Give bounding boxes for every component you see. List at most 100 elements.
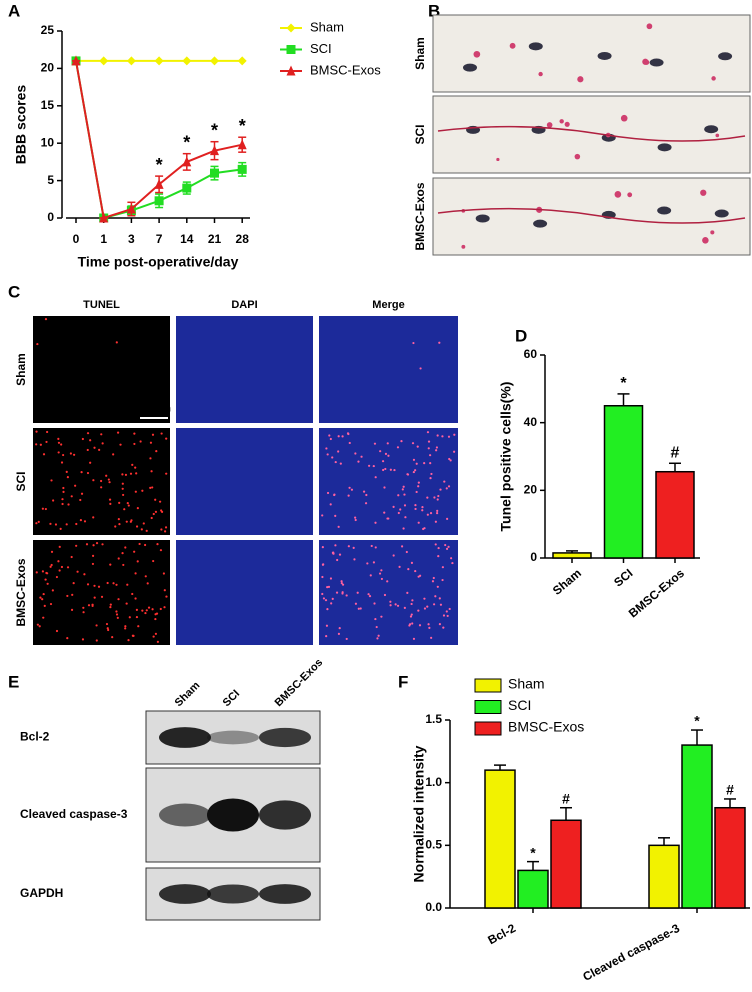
tunel-dot	[423, 607, 427, 610]
tunel-dot	[380, 569, 383, 572]
tunel-dot	[380, 615, 383, 618]
y-tick-label: 5	[47, 173, 54, 187]
tunel-dot	[61, 498, 64, 501]
tunel-dot	[162, 572, 166, 575]
micrograph	[33, 316, 170, 423]
tunel-dot	[449, 459, 452, 462]
tunel-dot	[122, 493, 125, 497]
marker	[154, 196, 164, 206]
tunel-dot	[83, 573, 86, 576]
tunel-dot	[134, 572, 137, 575]
blot-band	[159, 803, 211, 827]
tunel-dot	[91, 554, 95, 557]
blot-band	[207, 730, 259, 745]
tunel-dot	[374, 521, 377, 524]
tunel-dot	[42, 592, 45, 596]
marker	[99, 56, 109, 66]
tunel-dot	[374, 546, 377, 549]
tunel-dot	[437, 494, 440, 498]
significance: #	[726, 782, 734, 798]
tunel-dot	[415, 490, 418, 494]
tunel-dot	[394, 603, 397, 606]
tunel-dot	[108, 498, 112, 501]
tunel-dot	[419, 574, 422, 577]
tunel-dot	[325, 624, 329, 627]
tunel-dot	[426, 513, 429, 516]
tunel-dot	[89, 461, 92, 464]
tunel-dot	[408, 623, 412, 626]
tunel-dot	[341, 435, 344, 438]
tunel-dot	[83, 520, 87, 523]
tunel-dot	[45, 571, 48, 575]
tunel-dot	[159, 607, 162, 611]
y-tick-label: 20	[41, 61, 55, 75]
tunel-dot	[137, 625, 140, 628]
tunel-dot	[447, 485, 451, 488]
marker	[286, 23, 296, 33]
marker	[286, 65, 296, 76]
tunel-dot	[410, 602, 413, 606]
tunel-dot	[386, 442, 389, 445]
significance: *	[694, 713, 700, 729]
tunel-dot	[51, 589, 54, 592]
tunel-dot	[389, 468, 392, 471]
tunel-dot	[131, 634, 134, 637]
tunel-dot	[92, 516, 95, 519]
legend-label: SCI	[508, 697, 531, 713]
panel-label: A	[8, 1, 20, 20]
tunel-dot	[414, 569, 417, 573]
tunel-dot	[86, 432, 90, 435]
tunel-dot	[383, 593, 387, 597]
tunel-dot	[45, 440, 48, 444]
bar	[714, 806, 746, 909]
marker	[182, 183, 192, 193]
legend-label: BMSC-Exos	[310, 62, 381, 77]
tunel-dot	[357, 460, 360, 463]
significance: *	[156, 155, 163, 175]
tunel-dot	[58, 569, 61, 572]
blot-band	[207, 884, 259, 904]
ink-spot	[574, 153, 581, 160]
tunel-dot	[55, 575, 59, 579]
legend-swatch	[474, 700, 502, 714]
tunel-dot	[426, 431, 430, 434]
blot-band	[207, 798, 259, 832]
tunel-dot	[141, 609, 144, 612]
x-tick-label: Cleaved caspase-3	[580, 921, 682, 984]
tunel-dot	[405, 550, 408, 554]
tunel-dot	[124, 625, 127, 628]
tunel-dot	[406, 591, 409, 594]
tunel-dot	[334, 514, 337, 517]
tunel-dot	[126, 502, 129, 505]
marker	[182, 56, 192, 66]
tunel-dot	[330, 602, 333, 605]
tunel-dot	[105, 622, 109, 626]
tunel-dot	[432, 576, 435, 580]
tunel-dot	[417, 481, 420, 484]
tunel-dot	[119, 443, 122, 446]
tunel-dot	[337, 525, 340, 528]
tunel-dot	[373, 602, 376, 605]
tunel-dot	[121, 552, 124, 555]
tunel-dot	[112, 582, 115, 585]
tunel-dot	[442, 614, 446, 617]
bar	[681, 744, 713, 909]
tunel-dot	[150, 470, 153, 473]
tunel-dot	[50, 563, 53, 567]
tunel-dot	[35, 571, 38, 574]
lane-label: BMSC-Exos	[273, 657, 326, 710]
tunel-dot	[95, 624, 98, 627]
tunel-dot	[321, 546, 324, 549]
paw-print	[718, 52, 733, 61]
x-tick-label: 1	[100, 232, 107, 246]
tunel-dot	[321, 592, 324, 596]
tunel-dot	[58, 545, 61, 548]
tunel-dot	[364, 502, 368, 505]
tunel-dot	[151, 486, 154, 489]
tunel-dot	[59, 527, 62, 530]
tunel-dot	[44, 318, 48, 321]
tunel-dot	[42, 616, 45, 619]
tunel-dot	[372, 561, 376, 564]
